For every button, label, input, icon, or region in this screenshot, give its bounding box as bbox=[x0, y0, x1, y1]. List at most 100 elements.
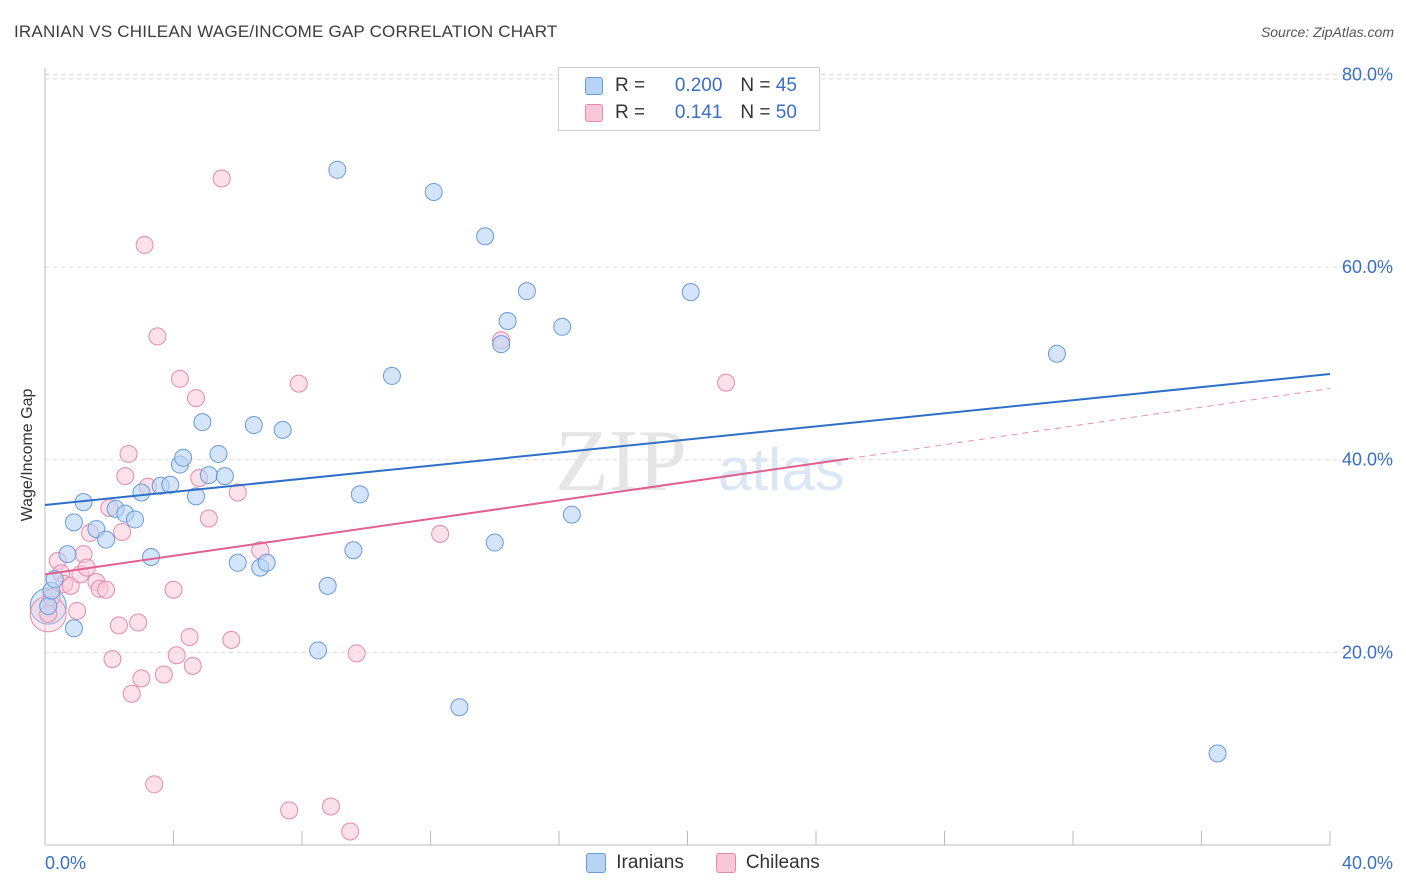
iranians-legend-swatch bbox=[586, 853, 607, 873]
legend-n-value-chileans: 50 bbox=[775, 102, 797, 123]
chileans-point bbox=[119, 444, 138, 463]
legend-n-label: N = bbox=[740, 102, 771, 123]
iranians-point bbox=[64, 513, 83, 532]
iranians-point bbox=[485, 533, 504, 552]
iranians-point bbox=[498, 312, 517, 331]
iranians-point bbox=[562, 505, 581, 524]
legend-r-value-iranians: 0.200 bbox=[674, 75, 723, 96]
iranians-point bbox=[318, 576, 337, 595]
iranians-point bbox=[476, 227, 495, 246]
legend-r-value-chileans: 0.141 bbox=[674, 102, 723, 123]
legend-item-chileans: Chileans bbox=[715, 852, 820, 874]
chileans-point bbox=[167, 646, 186, 665]
legend-n-value-iranians: 45 bbox=[775, 75, 797, 96]
chileans-point bbox=[113, 522, 132, 541]
chileans-point bbox=[289, 374, 308, 393]
y-tick-label: 60.0% bbox=[1342, 257, 1393, 277]
iranians-point bbox=[1047, 344, 1066, 363]
iranians-point bbox=[350, 485, 369, 504]
iranians-swatch bbox=[585, 77, 603, 95]
chileans-legend-label: Chileans bbox=[745, 852, 820, 873]
chileans-point bbox=[186, 389, 205, 408]
chileans-point bbox=[68, 601, 87, 620]
chileans-point bbox=[109, 616, 128, 635]
iranians-point bbox=[344, 541, 363, 560]
chileans-point bbox=[122, 684, 141, 703]
iranians-point bbox=[309, 641, 328, 660]
iranians-point bbox=[64, 619, 83, 638]
legend-item-iranians: Iranians bbox=[586, 852, 684, 874]
chileans-point bbox=[61, 576, 80, 595]
chileans-point bbox=[180, 627, 199, 646]
iranians-point bbox=[199, 466, 218, 485]
iranians-point bbox=[132, 483, 151, 502]
iranians-point bbox=[257, 553, 276, 572]
iranians-point bbox=[553, 317, 572, 336]
chileans-point bbox=[183, 656, 202, 675]
iranians-point bbox=[215, 467, 234, 486]
chileans-point bbox=[212, 169, 231, 188]
chileans-point bbox=[228, 483, 247, 502]
chileans-legend-swatch bbox=[715, 853, 736, 873]
chileans-point bbox=[97, 580, 116, 599]
iranians-point bbox=[328, 160, 347, 179]
iranians-point bbox=[125, 510, 144, 529]
iranians-point bbox=[244, 416, 263, 435]
iranians-point bbox=[424, 182, 443, 201]
chileans-point bbox=[199, 509, 218, 528]
chileans-point bbox=[135, 235, 154, 254]
watermark-zip: ZIP bbox=[555, 413, 687, 510]
chileans-point bbox=[431, 524, 450, 543]
iranians-point bbox=[39, 597, 58, 616]
chileans-point bbox=[170, 369, 189, 388]
legend-row-iranians: R = 0.200 N = 45 bbox=[585, 74, 797, 98]
chileans-trendline-extension bbox=[848, 387, 1331, 460]
legend-r-label: R = bbox=[615, 102, 646, 123]
legend-row-chileans: R = 0.141 N = 50 bbox=[585, 101, 797, 125]
iranians-point bbox=[58, 545, 77, 564]
iranians-point bbox=[1208, 744, 1227, 763]
series-legend: Iranians Chileans bbox=[0, 852, 1406, 874]
chileans-point bbox=[222, 630, 241, 649]
chileans-point bbox=[116, 467, 135, 486]
chileans-point bbox=[164, 580, 183, 599]
iranians-point bbox=[209, 444, 228, 463]
chileans-point bbox=[347, 644, 366, 663]
y-tick-label: 20.0% bbox=[1342, 642, 1393, 662]
chart-title: IRANIAN VS CHILEAN WAGE/INCOME GAP CORRE… bbox=[14, 22, 558, 41]
chileans-point bbox=[103, 650, 122, 669]
chileans-point bbox=[132, 669, 151, 688]
chileans-point bbox=[154, 665, 173, 684]
iranians-point bbox=[142, 548, 161, 567]
iranians-point bbox=[450, 698, 469, 717]
chileans-point bbox=[129, 613, 148, 632]
iranians-point bbox=[161, 475, 180, 494]
iranians-point bbox=[228, 553, 247, 572]
x-tick-label: 40.0% bbox=[1342, 853, 1393, 873]
correlation-legend: R = 0.200 N = 45 R = 0.141 N = 50 bbox=[558, 67, 820, 131]
iranians-point bbox=[681, 283, 700, 302]
y-axis-label: Wage/Income Gap bbox=[19, 388, 36, 522]
chileans-point bbox=[145, 775, 164, 794]
iranians-point bbox=[193, 413, 212, 432]
iranians-point bbox=[45, 570, 64, 589]
chileans-point bbox=[321, 797, 340, 816]
chileans-trendline bbox=[44, 457, 849, 576]
chileans-point bbox=[341, 822, 360, 841]
chileans-point bbox=[717, 373, 736, 392]
iranians-point bbox=[97, 530, 116, 549]
iranians-trendline bbox=[44, 373, 1331, 506]
y-tick-label: 40.0% bbox=[1342, 450, 1393, 470]
iranians-point bbox=[382, 366, 401, 385]
watermark-atlas: atlas bbox=[718, 436, 845, 503]
chileans-point bbox=[148, 327, 167, 346]
chileans-point bbox=[280, 801, 299, 820]
x-tick-label: 0.0% bbox=[45, 853, 86, 873]
legend-r-label: R = bbox=[615, 75, 646, 96]
iranians-legend-label: Iranians bbox=[616, 852, 684, 873]
iranians-point bbox=[517, 282, 536, 301]
iranians-point bbox=[186, 487, 205, 506]
iranians-point bbox=[273, 420, 292, 439]
iranians-point bbox=[174, 448, 193, 467]
